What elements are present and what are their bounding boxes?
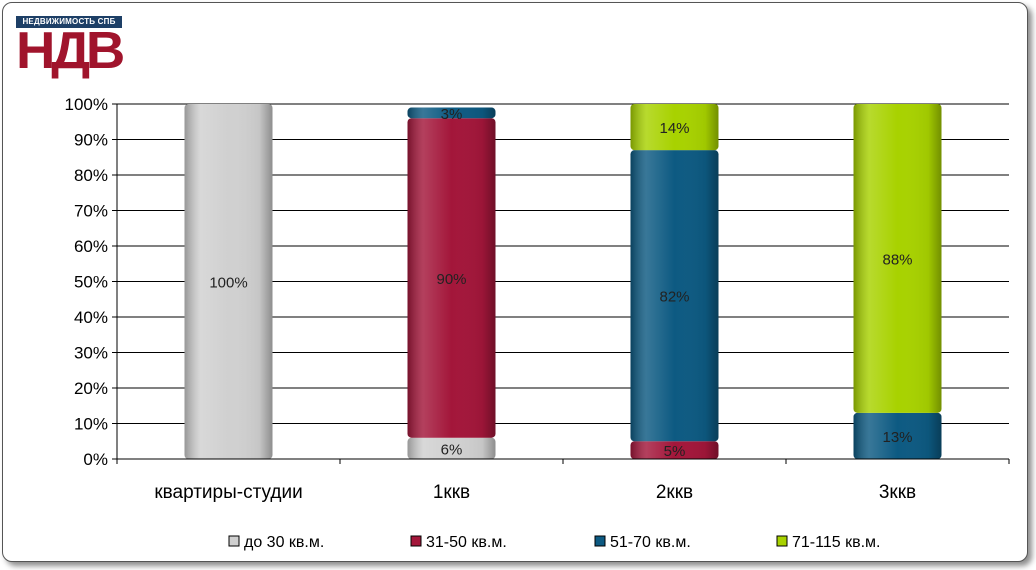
data-label: 90%	[436, 271, 466, 288]
bar-segment-shading	[630, 441, 719, 459]
y-tick-label: 0%	[83, 450, 108, 469]
y-tick-label: 100%	[65, 95, 108, 114]
legend-swatch	[776, 535, 788, 547]
bar-segment-shading	[630, 104, 719, 151]
y-tick-label: 40%	[74, 308, 108, 327]
y-tick-label: 10%	[74, 415, 108, 434]
logo-brand: НДВ	[16, 22, 125, 80]
brand-logo: НЕДВИЖИМОСТЬ СПБ НДВ	[16, 16, 125, 86]
legend-label: 51-70 кв.м.	[610, 534, 691, 551]
data-label: 6%	[441, 441, 463, 458]
x-tick-label: 3ккв	[879, 482, 916, 503]
data-label: 88%	[882, 251, 912, 268]
bar-segment-shading	[407, 107, 496, 119]
data-label: 13%	[882, 429, 912, 446]
legend-label: 71-115 кв.м.	[792, 534, 880, 551]
x-tick-label: 1ккв	[433, 482, 470, 503]
bar-segment-shading	[184, 104, 273, 459]
data-label: 3%	[441, 106, 463, 123]
y-tick-label: 50%	[74, 273, 108, 292]
x-tick-label: квартиры-студии	[154, 482, 302, 503]
y-tick-label: 90%	[74, 131, 108, 150]
legend-swatch	[410, 535, 422, 547]
y-tick-label: 70%	[74, 202, 108, 221]
legend-swatch	[594, 535, 606, 547]
legend-swatch	[228, 535, 240, 547]
y-tick-label: 30%	[74, 344, 108, 363]
legend-label: 31-50 кв.м.	[426, 534, 507, 551]
data-label: 5%	[664, 443, 686, 460]
data-label: 100%	[209, 275, 247, 292]
bar-segment-shading	[853, 104, 942, 413]
y-tick-label: 60%	[74, 237, 108, 256]
legend-label: до 30 кв.м.	[244, 534, 324, 551]
bar-segment-shading	[630, 150, 719, 442]
data-label: 14%	[659, 120, 689, 137]
y-tick-label: 80%	[74, 166, 108, 185]
y-tick-label: 20%	[74, 379, 108, 398]
logo-tagline: НЕДВИЖИМОСТЬ СПБ	[16, 16, 122, 28]
x-tick-label: 2ккв	[656, 482, 693, 503]
data-label: 82%	[659, 289, 689, 306]
bar-segment-shading	[407, 118, 496, 438]
bar-segment-shading	[407, 437, 496, 459]
bar-segment-shading	[853, 412, 942, 459]
